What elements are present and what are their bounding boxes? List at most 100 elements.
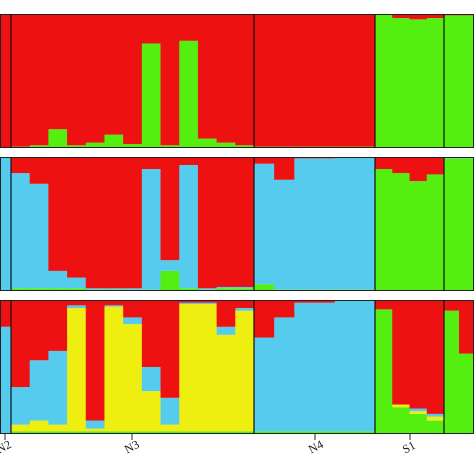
bar-segment — [11, 300, 31, 388]
bar-segment — [216, 14, 236, 143]
bar-segment — [29, 431, 49, 434]
bar-segment — [123, 431, 143, 434]
bar-segment — [0, 326, 12, 434]
bar-segment — [254, 163, 275, 285]
bar-segment — [409, 19, 428, 148]
bar-segment — [123, 288, 143, 290]
bar-segment — [48, 424, 68, 432]
bar-segment — [85, 431, 106, 434]
bar-segment — [141, 43, 162, 149]
bar-segment — [392, 14, 411, 19]
panel-k3 — [0, 157, 474, 291]
bar-segment — [141, 14, 162, 44]
bar-segment — [179, 165, 199, 289]
bar-segment — [160, 260, 180, 271]
bar-segment — [123, 324, 143, 432]
bar-segment — [274, 179, 295, 290]
bar-segment — [104, 431, 124, 434]
bar-segment — [123, 300, 143, 318]
bar-segment — [104, 288, 124, 290]
bar-segment — [29, 157, 49, 184]
bar-segment — [216, 431, 236, 434]
bar-segment — [426, 174, 445, 291]
bar-segment — [29, 288, 49, 291]
bar-segment — [216, 300, 236, 327]
bar-segment — [354, 157, 376, 290]
bar-segment — [11, 431, 31, 434]
bar-segment — [392, 157, 411, 174]
bar-segment — [160, 14, 180, 146]
bar-segment — [141, 169, 162, 290]
bar-segment — [426, 14, 445, 19]
bar-segment — [160, 397, 180, 425]
bar-segment — [85, 14, 106, 143]
bar-segment — [104, 157, 124, 289]
bar-segment — [216, 157, 236, 287]
bar-segment — [235, 145, 255, 148]
bar-segment — [375, 309, 393, 434]
bar-segment — [426, 157, 445, 175]
bar-segment — [254, 300, 275, 338]
bar-segment — [197, 304, 218, 432]
bar-segment — [197, 431, 218, 434]
bar-segment — [48, 350, 68, 425]
bar-segment — [67, 308, 87, 432]
bar-segment — [254, 14, 275, 147]
bar-segment — [314, 158, 336, 290]
bar-segment — [294, 431, 316, 434]
bar-segment — [11, 387, 31, 425]
bar-segment — [85, 142, 106, 148]
bar-segment — [123, 157, 143, 289]
bar-segment — [104, 300, 124, 306]
bar-segment — [294, 14, 316, 147]
bar-segment — [254, 431, 275, 434]
bar-segment — [104, 306, 124, 432]
bar-segment — [160, 300, 180, 398]
bar-segment — [354, 431, 376, 434]
bar-segment — [459, 300, 474, 354]
bar-segment — [123, 143, 143, 148]
bar-segment — [179, 288, 199, 291]
bar-segment — [11, 288, 31, 291]
bar-segment — [29, 360, 49, 421]
bar-segment — [235, 157, 255, 287]
bar-segment — [160, 157, 180, 261]
bar-segment — [160, 270, 180, 291]
bar-segment — [123, 317, 143, 325]
bar-segment — [160, 424, 180, 432]
bar-segment — [294, 158, 316, 290]
bar-segment — [314, 300, 336, 303]
bar-segment — [67, 431, 87, 434]
bar-segment — [48, 270, 68, 289]
bar-segment — [254, 337, 275, 432]
bar-segment — [67, 14, 87, 146]
bar-segment — [67, 300, 87, 306]
bar-segment — [354, 300, 376, 432]
bar-segment — [254, 157, 275, 164]
bar-segment — [179, 157, 199, 166]
bar-segment — [274, 14, 295, 147]
bar-segment — [444, 15, 460, 149]
bar-segment — [314, 14, 336, 147]
bar-segment — [29, 145, 49, 148]
bar-segment — [426, 18, 445, 148]
bar-segment — [216, 334, 236, 432]
bar-segment — [392, 300, 411, 405]
bar-segment — [392, 18, 411, 148]
bar-segment — [48, 300, 68, 351]
bar-segment — [197, 138, 218, 148]
bar-segment — [426, 300, 445, 414]
bar-segment — [426, 420, 445, 434]
bar-segment — [179, 300, 199, 303]
bar-segment — [67, 145, 87, 148]
bar-segment — [123, 14, 143, 144]
bar-segment — [294, 300, 316, 303]
bar-segment — [85, 428, 106, 432]
bar-segment — [334, 300, 356, 432]
bar-segment — [29, 183, 49, 289]
bar-segment — [235, 431, 255, 434]
bar-segment — [104, 134, 124, 148]
bar-segment — [85, 420, 106, 429]
bar-segment — [274, 300, 295, 318]
bar-segment — [67, 305, 87, 309]
